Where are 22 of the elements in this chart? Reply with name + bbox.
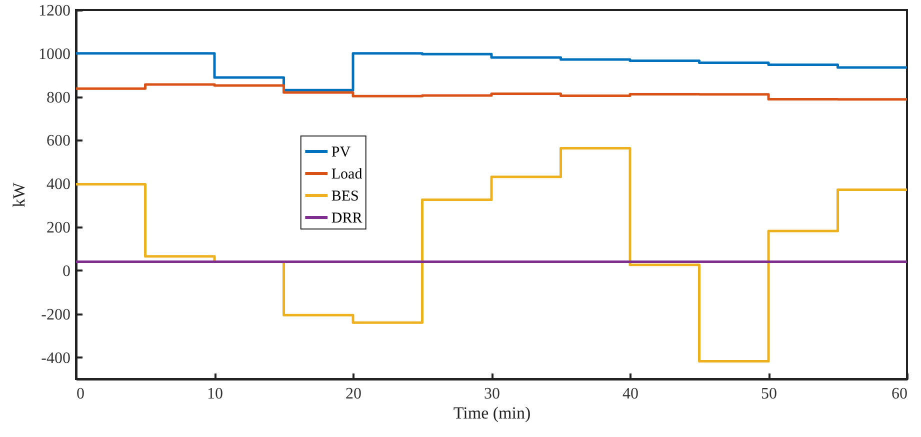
x-tick-label: 0 (76, 386, 84, 402)
x-tick-label: 30 (484, 386, 500, 402)
x-tick-label: 40 (622, 386, 638, 402)
y-tick-label: 1200 (38, 2, 70, 20)
y-axis-title: kW (10, 182, 28, 208)
y-tick-label: 1000 (38, 46, 70, 63)
x-tick-label: 50 (761, 386, 777, 402)
y-tick-label: -400 (41, 350, 70, 367)
x-axis-title: Time (min) (453, 404, 531, 422)
x-tick-label: 60 (892, 386, 908, 402)
y-tick-label: 200 (46, 220, 70, 237)
y-tick-label: 400 (46, 176, 70, 194)
legend-label: BES (331, 188, 359, 204)
y-tick-label: 800 (46, 89, 70, 106)
y-tick-label: 600 (46, 132, 70, 150)
legend-label: Load (331, 166, 363, 182)
x-tick-label: 10 (207, 386, 223, 402)
legend-label: PV (331, 144, 351, 160)
y-tick-label: -200 (41, 306, 70, 324)
legend-label: DRR (331, 210, 362, 226)
x-tick-label: 20 (346, 386, 362, 402)
y-tick-label: 0 (62, 262, 70, 280)
